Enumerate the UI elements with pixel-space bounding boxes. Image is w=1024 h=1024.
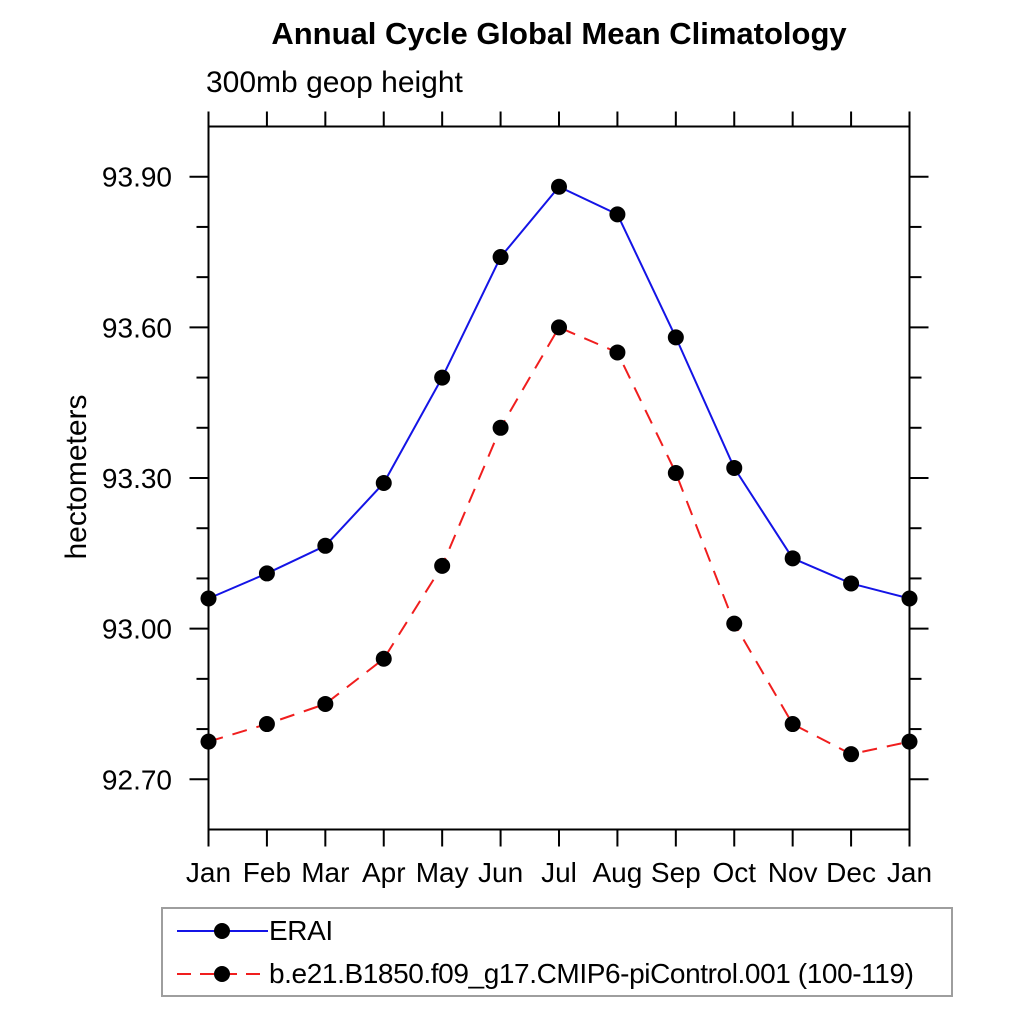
data-point-marker-0 — [784, 550, 801, 567]
data-point-marker-1 — [317, 695, 334, 712]
data-point-marker-0 — [726, 459, 743, 476]
legend-box: ERAI b.e21.B1850.f09_g17.CMIP6-piControl… — [161, 907, 953, 997]
data-point-marker-0 — [258, 565, 275, 582]
x-tick-label: Mar — [301, 857, 349, 888]
data-point-marker-0 — [317, 537, 334, 554]
data-point-marker-1 — [434, 557, 451, 574]
x-tick-label: Dec — [826, 857, 876, 888]
data-point-marker-1 — [901, 733, 918, 750]
x-tick-label: Apr — [362, 857, 406, 888]
x-tick-label: Feb — [243, 857, 291, 888]
y-tick-label: 93.00 — [102, 614, 172, 645]
data-point-marker-1 — [258, 716, 275, 733]
legend-line-sample-dashed — [177, 965, 268, 982]
plot-border — [207, 125, 911, 831]
data-point-marker-0 — [492, 249, 509, 266]
x-tick-label: Oct — [712, 857, 756, 888]
x-tick-label: Aug — [593, 857, 643, 888]
series-line-0 — [208, 185, 910, 600]
data-point-marker-0 — [375, 475, 392, 492]
data-point-marker-1 — [726, 615, 743, 632]
legend-label-erai: ERAI — [269, 914, 333, 946]
x-tick-label: Jan — [887, 857, 932, 888]
data-point-marker-1 — [609, 344, 626, 361]
x-tick-label: Jul — [541, 857, 577, 888]
data-point-marker-1 — [492, 419, 509, 436]
data-point-marker-0 — [434, 369, 451, 386]
y-tick-label: 93.90 — [102, 162, 172, 193]
x-tick-label: Nov — [768, 857, 818, 888]
legend-entry-erai: ERAI — [176, 909, 951, 952]
data-point-marker-1 — [784, 716, 801, 733]
data-point-marker-0 — [667, 329, 684, 346]
data-point-marker-1 — [551, 319, 567, 336]
data-point-marker-0 — [901, 590, 918, 607]
y-tick-label: 93.60 — [102, 312, 172, 343]
data-point-marker-1 — [667, 464, 684, 481]
legend-line-sample-solid — [177, 922, 268, 939]
y-tick-label: 93.30 — [102, 463, 172, 494]
data-point-marker-0 — [609, 206, 626, 223]
legend-entry-model: b.e21.B1850.f09_g17.CMIP6-piControl.001 … — [176, 952, 951, 995]
data-point-marker-0 — [551, 178, 567, 195]
chart-subtitle: 300mb geop height — [206, 66, 463, 99]
data-point-marker-0 — [843, 575, 860, 592]
y-tick-label: 92.70 — [102, 764, 172, 795]
series-line-1 — [208, 326, 910, 756]
x-tick-label: Sep — [651, 857, 701, 888]
x-tick-label: Jun — [478, 857, 523, 888]
data-point-marker-1 — [375, 650, 392, 667]
data-point-marker-0 — [200, 590, 217, 607]
data-point-marker-1 — [843, 746, 860, 763]
x-tick-label: May — [416, 857, 469, 888]
legend-label-model: b.e21.B1850.f09_g17.CMIP6-piControl.001 … — [269, 957, 914, 989]
x-tick-label: Jan — [186, 857, 231, 888]
data-point-marker-1 — [200, 733, 217, 750]
chart-title: Annual Cycle Global Mean Climatology — [271, 16, 847, 51]
